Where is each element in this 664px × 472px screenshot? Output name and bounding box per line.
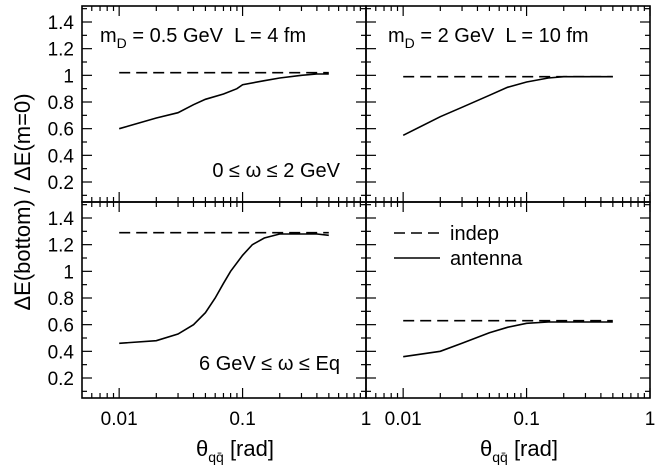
legend-antenna-label: antenna xyxy=(450,248,523,270)
y-tick-label: 1.4 xyxy=(48,13,75,34)
y-tick-label: 0.6 xyxy=(48,120,74,141)
panel-top-right-title: mD = 2 GeV L = 10 fm xyxy=(388,25,589,51)
y-tick-label: 0.4 xyxy=(48,342,75,363)
y-tick-label: 1.2 xyxy=(48,40,74,61)
y-axis-label: ΔE(bottom) / ΔE(m=0) xyxy=(10,93,35,310)
y-tick-label: 1.2 xyxy=(48,236,74,257)
y-tick-labels-bottom: 0.2 0.4 0.6 0.8 1 1.2 1.4 xyxy=(48,209,75,390)
x-tick-label: 0.01 xyxy=(101,409,138,430)
series-antenna-bottom-right xyxy=(403,321,613,358)
axis-ticks xyxy=(82,6,651,398)
x-tick-label: 0.01 xyxy=(385,409,422,430)
x-axis-label-right: θqq̄ [rad] xyxy=(480,436,558,465)
x-tick-label: 1 xyxy=(645,409,656,430)
panel-bottom-left-note: 6 GeV ≤ ω ≤ Eq xyxy=(199,353,340,375)
x-axis-label-left: θqq̄ [rad] xyxy=(196,436,274,465)
x-tick-labels-right: 0.01 0.1 1 xyxy=(385,409,656,430)
series-layer xyxy=(118,71,613,358)
y-tick-label: 0.8 xyxy=(48,93,74,114)
y-tick-label: 0.6 xyxy=(48,316,74,337)
y-tick-labels-top: 0.2 0.4 0.6 0.8 1 1.2 1.4 xyxy=(48,13,75,194)
x-tick-label: 1 xyxy=(361,409,372,430)
panel-top-left-title: mD = 0.5 GeV L = 4 fm xyxy=(100,25,306,51)
y-tick-label: 0.2 xyxy=(48,173,74,194)
y-tick-label: 1.4 xyxy=(48,209,75,230)
x-tick-label: 0.1 xyxy=(229,409,255,430)
legend-indep-label: indep xyxy=(450,223,499,245)
y-tick-label: 0.8 xyxy=(48,289,74,310)
y-tick-label: 1 xyxy=(63,66,74,87)
panel-top-left-note: 0 ≤ ω ≤ 2 GeV xyxy=(212,160,340,182)
y-tick-label: 0.2 xyxy=(48,369,74,390)
series-antenna-top-left xyxy=(118,73,329,130)
y-tick-label: 0.4 xyxy=(48,146,75,167)
series-antenna-bottom-left xyxy=(119,233,329,345)
x-tick-label: 0.1 xyxy=(513,409,539,430)
y-tick-label: 1 xyxy=(63,262,74,283)
x-tick-labels-left: 0.01 0.1 1 xyxy=(101,409,372,430)
panel-bottom-right-frame xyxy=(365,201,651,399)
legend: indep antenna xyxy=(394,223,523,270)
series-antenna-top-right xyxy=(402,75,613,137)
